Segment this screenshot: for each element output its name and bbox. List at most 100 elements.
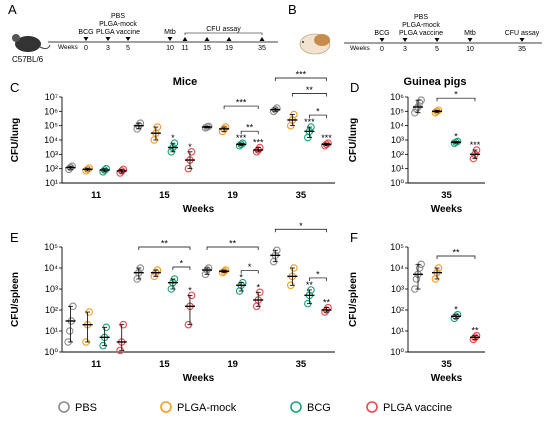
event-label: PLGA-mock	[402, 22, 440, 29]
panel-label: F	[350, 230, 358, 245]
y-tick-label: 10⁴	[44, 263, 58, 273]
legend-marker	[366, 401, 378, 413]
guinea-pig-icon	[299, 33, 331, 55]
data-point	[65, 327, 74, 335]
bracket-label: *	[316, 107, 320, 117]
y-tick-label: 10¹	[45, 178, 58, 188]
y-axis-label: CFU/spleen	[348, 272, 359, 327]
chart-title: Guinea pigs	[404, 76, 467, 88]
significance-bracket	[206, 246, 259, 250]
significance-star: ***	[253, 137, 264, 147]
y-tick-label: 10²	[45, 164, 58, 174]
event-arrow	[125, 37, 131, 41]
week-label: 5	[435, 46, 439, 53]
significance-star: **	[323, 298, 331, 308]
event-arrow	[182, 37, 188, 41]
event-arrow	[259, 37, 265, 41]
y-tick-label: 10¹	[45, 326, 58, 336]
week-label: 3	[403, 46, 407, 53]
event-label: Mtb	[164, 29, 176, 36]
x-axis-label: Weeks	[431, 373, 463, 384]
panel-label: A	[8, 2, 17, 17]
legend-marker	[160, 401, 172, 413]
event-label: CFU assay	[206, 26, 241, 33]
significance-bracket	[172, 266, 191, 270]
week-label: 35	[258, 45, 266, 52]
bracket-label: *	[180, 258, 184, 268]
y-tick-label: 10⁴	[390, 263, 404, 273]
week-label: 3	[106, 45, 110, 52]
y-tick-label: 10³	[45, 149, 58, 159]
timeline-axis-label: Weeks	[350, 45, 370, 52]
y-tick-label: 10⁴	[44, 135, 58, 145]
legend-label: BCG	[307, 402, 331, 414]
x-axis-label: Weeks	[431, 204, 463, 215]
event-arrow	[379, 38, 385, 42]
data-point	[415, 264, 424, 272]
significance-bracket	[138, 246, 191, 250]
week-label: 19	[225, 45, 233, 52]
significance-bracket	[274, 77, 327, 82]
y-tick-label: 10²	[391, 149, 404, 159]
significance-star: ***	[304, 117, 315, 127]
week-label: 0	[380, 46, 384, 53]
legend-label: PLGA vaccine	[383, 402, 452, 414]
bracket-label: ***	[236, 98, 247, 108]
y-tick-label: 10³	[391, 135, 404, 145]
event-arrow	[204, 37, 210, 41]
x-tick-label: 19	[227, 359, 238, 370]
significance-star: ***	[321, 133, 332, 143]
mouse-icon	[12, 34, 51, 52]
event-label: Mtb	[464, 30, 476, 37]
x-tick-label: 15	[159, 359, 170, 370]
significance-bracket	[436, 97, 476, 102]
y-tick-label: 10⁴	[390, 121, 404, 131]
y-axis-label: CFU/lung	[10, 118, 21, 162]
significance-star: *	[188, 285, 192, 295]
significance-bracket	[309, 277, 327, 281]
event-arrow	[402, 38, 408, 42]
x-tick-label: 35	[296, 359, 307, 370]
legend-label: PLGA-mock	[177, 402, 237, 414]
event-arrow	[467, 38, 473, 42]
bracket-label: **	[161, 239, 169, 249]
x-tick-label: 19	[227, 190, 238, 201]
significance-bracket	[240, 270, 259, 274]
x-tick-label: 15	[159, 190, 170, 201]
event-label: PLGA-mock	[99, 21, 137, 28]
y-axis-label: CFU/lung	[348, 118, 359, 162]
bracket-label: **	[306, 85, 314, 95]
y-tick-label: 10⁰	[390, 347, 404, 357]
panel-label: B	[288, 2, 297, 17]
bracket-label: *	[316, 269, 320, 279]
x-tick-label: 35	[441, 190, 452, 201]
week-label: 15	[203, 45, 211, 52]
significance-star: *	[454, 131, 458, 141]
y-tick-label: 10⁵	[44, 242, 58, 252]
x-tick-label: 11	[91, 190, 102, 201]
bracket-label: **	[452, 248, 460, 258]
x-axis-label: Weeks	[183, 373, 215, 384]
y-tick-label: 10⁵	[390, 242, 404, 252]
significance-star: *	[239, 273, 243, 283]
significance-star: **	[306, 280, 314, 290]
event-label: PLGA vaccine	[399, 30, 443, 37]
y-tick-label: 10⁵	[390, 106, 404, 116]
y-tick-label: 10⁷	[45, 92, 58, 102]
significance-star: *	[454, 305, 458, 315]
week-label: 0	[84, 45, 88, 52]
y-axis-label: CFU/spleen	[10, 272, 21, 327]
y-tick-label: 10⁰	[44, 347, 58, 357]
chart-title: Mice	[173, 76, 197, 88]
week-label: 35	[518, 46, 526, 53]
significance-star: *	[171, 133, 175, 143]
bracket-label: **	[229, 239, 237, 249]
bracket-label: *	[248, 262, 252, 272]
significance-bracket	[274, 228, 327, 233]
y-tick-label: 10³	[391, 284, 404, 294]
event-arrow	[434, 38, 440, 42]
event-arrow	[83, 37, 89, 41]
significance-bracket	[223, 105, 259, 110]
event-label: PBS	[414, 14, 428, 21]
bracket-label: **	[246, 123, 254, 133]
